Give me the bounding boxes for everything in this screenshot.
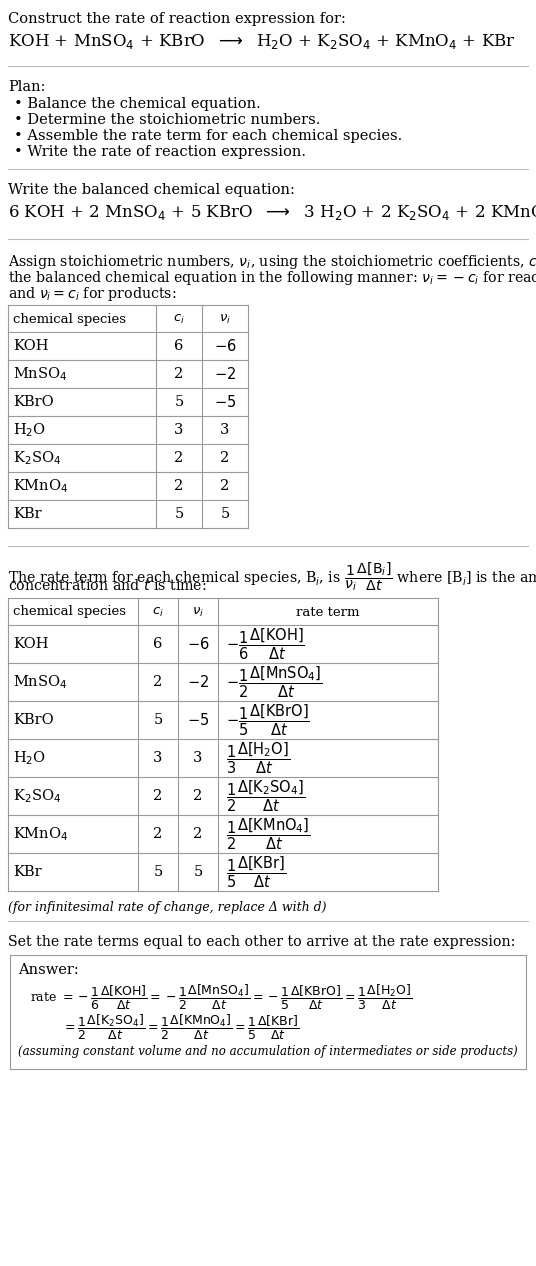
Text: 6: 6 bbox=[174, 339, 184, 353]
Text: $c_i$: $c_i$ bbox=[173, 313, 185, 325]
Text: MnSO$_4$: MnSO$_4$ bbox=[13, 674, 68, 691]
Text: KBr: KBr bbox=[13, 865, 42, 879]
Text: • Balance the chemical equation.: • Balance the chemical equation. bbox=[14, 97, 260, 111]
Text: $\dfrac{1}{5}\dfrac{\Delta[\mathrm{KBr}]}{\Delta t}$: $\dfrac{1}{5}\dfrac{\Delta[\mathrm{KBr}]… bbox=[226, 855, 286, 890]
Text: 5: 5 bbox=[174, 506, 184, 522]
Text: 2: 2 bbox=[193, 789, 203, 803]
Text: $-2$: $-2$ bbox=[214, 366, 236, 382]
Text: concentration and $t$ is time:: concentration and $t$ is time: bbox=[8, 579, 207, 592]
Text: the balanced chemical equation in the following manner: $\nu_i = -c_i$ for react: the balanced chemical equation in the fo… bbox=[8, 268, 536, 287]
Text: $\dfrac{1}{2}\dfrac{\Delta[\mathrm{KMnO_4}]}{\Delta t}$: $\dfrac{1}{2}\dfrac{\Delta[\mathrm{KMnO_… bbox=[226, 817, 311, 852]
Text: 2: 2 bbox=[153, 789, 162, 803]
Text: The rate term for each chemical species, B$_i$, is $\dfrac{1}{\nu_i}\dfrac{\Delt: The rate term for each chemical species,… bbox=[8, 560, 536, 592]
Text: $-2$: $-2$ bbox=[187, 674, 209, 690]
Text: 2: 2 bbox=[220, 451, 229, 465]
Text: K$_2$SO$_4$: K$_2$SO$_4$ bbox=[13, 787, 61, 805]
Text: 3: 3 bbox=[153, 751, 163, 765]
Text: 2: 2 bbox=[174, 367, 184, 381]
Text: Plan:: Plan: bbox=[8, 80, 46, 94]
Text: 5: 5 bbox=[174, 395, 184, 409]
Text: KMnO$_4$: KMnO$_4$ bbox=[13, 825, 69, 843]
Text: rate $= -\dfrac{1}{6}\dfrac{\Delta[\mathrm{KOH}]}{\Delta t} = -\dfrac{1}{2}\dfra: rate $= -\dfrac{1}{6}\dfrac{\Delta[\math… bbox=[30, 982, 412, 1012]
Text: $-\dfrac{1}{5}\dfrac{\Delta[\mathrm{KBrO}]}{\Delta t}$: $-\dfrac{1}{5}\dfrac{\Delta[\mathrm{KBrO… bbox=[226, 703, 310, 738]
Text: KBrO: KBrO bbox=[13, 713, 54, 727]
Text: and $\nu_i = c_i$ for products:: and $\nu_i = c_i$ for products: bbox=[8, 285, 176, 303]
Text: KBr: KBr bbox=[13, 506, 42, 522]
Text: KBrO: KBrO bbox=[13, 395, 54, 409]
Text: H$_2$O: H$_2$O bbox=[13, 749, 46, 767]
Text: 2: 2 bbox=[220, 479, 229, 492]
Text: $= \dfrac{1}{2}\dfrac{\Delta[\mathrm{K_2SO_4}]}{\Delta t} = \dfrac{1}{2}\dfrac{\: $= \dfrac{1}{2}\dfrac{\Delta[\mathrm{K_2… bbox=[62, 1013, 300, 1042]
Text: rate term: rate term bbox=[296, 605, 360, 619]
Text: $-5$: $-5$ bbox=[214, 394, 236, 410]
Text: 6 KOH + 2 MnSO$_4$ + 5 KBrO  $\longrightarrow$  3 H$_2$O + 2 K$_2$SO$_4$ + 2 KMn: 6 KOH + 2 MnSO$_4$ + 5 KBrO $\longrighta… bbox=[8, 203, 536, 222]
Text: Set the rate terms equal to each other to arrive at the rate expression:: Set the rate terms equal to each other t… bbox=[8, 936, 516, 950]
Text: 2: 2 bbox=[193, 827, 203, 841]
Text: KOH: KOH bbox=[13, 339, 48, 353]
Text: $-\dfrac{1}{6}\dfrac{\Delta[\mathrm{KOH}]}{\Delta t}$: $-\dfrac{1}{6}\dfrac{\Delta[\mathrm{KOH}… bbox=[226, 627, 305, 662]
Text: KMnO$_4$: KMnO$_4$ bbox=[13, 477, 69, 495]
Text: KOH: KOH bbox=[13, 637, 48, 651]
Text: • Assemble the rate term for each chemical species.: • Assemble the rate term for each chemic… bbox=[14, 129, 402, 143]
Text: • Write the rate of reaction expression.: • Write the rate of reaction expression. bbox=[14, 146, 306, 160]
Text: H$_2$O: H$_2$O bbox=[13, 422, 46, 439]
Text: 2: 2 bbox=[174, 479, 184, 492]
Text: 2: 2 bbox=[153, 675, 162, 689]
Text: chemical species: chemical species bbox=[13, 605, 126, 619]
Text: 3: 3 bbox=[220, 423, 230, 437]
Text: 3: 3 bbox=[193, 751, 203, 765]
Text: MnSO$_4$: MnSO$_4$ bbox=[13, 365, 68, 382]
Text: 2: 2 bbox=[174, 451, 184, 465]
Text: $\nu_i$: $\nu_i$ bbox=[192, 605, 204, 619]
Text: Write the balanced chemical equation:: Write the balanced chemical equation: bbox=[8, 184, 295, 197]
Text: 6: 6 bbox=[153, 637, 163, 651]
Text: $\dfrac{1}{2}\dfrac{\Delta[\mathrm{K_2SO_4}]}{\Delta t}$: $\dfrac{1}{2}\dfrac{\Delta[\mathrm{K_2SO… bbox=[226, 779, 305, 814]
Text: Assign stoichiometric numbers, $\nu_i$, using the stoichiometric coefficients, $: Assign stoichiometric numbers, $\nu_i$, … bbox=[8, 253, 536, 271]
Text: K$_2$SO$_4$: K$_2$SO$_4$ bbox=[13, 449, 61, 467]
Text: • Determine the stoichiometric numbers.: • Determine the stoichiometric numbers. bbox=[14, 113, 321, 127]
Text: Answer:: Answer: bbox=[18, 963, 79, 977]
Text: KOH + MnSO$_4$ + KBrO  $\longrightarrow$  H$_2$O + K$_2$SO$_4$ + KMnO$_4$ + KBr: KOH + MnSO$_4$ + KBrO $\longrightarrow$ … bbox=[8, 32, 516, 51]
Text: 2: 2 bbox=[153, 827, 162, 841]
Text: Construct the rate of reaction expression for:: Construct the rate of reaction expressio… bbox=[8, 11, 346, 27]
Text: $\nu_i$: $\nu_i$ bbox=[219, 313, 231, 325]
Text: $\dfrac{1}{3}\dfrac{\Delta[\mathrm{H_2O}]}{\Delta t}$: $\dfrac{1}{3}\dfrac{\Delta[\mathrm{H_2O}… bbox=[226, 741, 290, 776]
Text: $-5$: $-5$ bbox=[187, 711, 209, 728]
Text: (for infinitesimal rate of change, replace Δ with d): (for infinitesimal rate of change, repla… bbox=[8, 901, 326, 914]
Text: 5: 5 bbox=[153, 865, 162, 879]
Text: $c_i$: $c_i$ bbox=[152, 605, 164, 619]
Text: 5: 5 bbox=[220, 506, 229, 522]
Text: 3: 3 bbox=[174, 423, 184, 437]
Text: $-6$: $-6$ bbox=[187, 636, 210, 652]
Text: 5: 5 bbox=[153, 713, 162, 727]
Text: (assuming constant volume and no accumulation of intermediates or side products): (assuming constant volume and no accumul… bbox=[18, 1044, 518, 1058]
Text: 5: 5 bbox=[193, 865, 203, 879]
Text: $-\dfrac{1}{2}\dfrac{\Delta[\mathrm{MnSO_4}]}{\Delta t}$: $-\dfrac{1}{2}\dfrac{\Delta[\mathrm{MnSO… bbox=[226, 665, 323, 700]
Text: chemical species: chemical species bbox=[13, 313, 126, 325]
Text: $-6$: $-6$ bbox=[214, 338, 236, 354]
